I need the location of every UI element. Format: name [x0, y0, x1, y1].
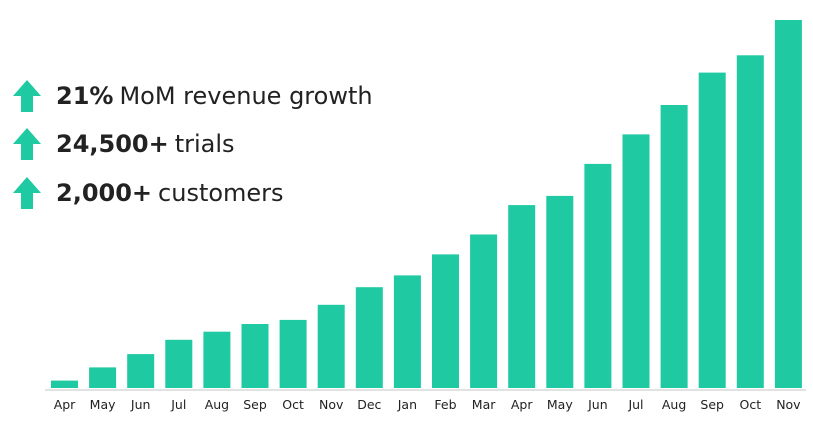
bar-8 — [317, 304, 345, 388]
bar-5 — [203, 331, 231, 388]
stat-value: 24,500+ — [56, 130, 169, 158]
stat-text: 24,500+ trials — [56, 130, 235, 158]
bar-10 — [393, 275, 421, 388]
x-tick-label: May — [90, 397, 116, 412]
up-arrow-icon — [13, 80, 41, 112]
x-tick-label: Oct — [739, 397, 761, 412]
x-tick-label: Jul — [627, 397, 643, 412]
x-tick-label: Aug — [662, 397, 686, 412]
bar-1 — [51, 380, 78, 388]
stat-trials: 24,500+ trials — [12, 124, 235, 164]
stat-revenue-growth: 21% MoM revenue growth — [12, 76, 373, 116]
bar-13 — [508, 205, 536, 388]
stat-label: customers — [158, 179, 284, 207]
stat-label: trials — [174, 130, 235, 158]
bar-6 — [241, 324, 269, 388]
bar-9 — [355, 287, 383, 388]
stat-customers: 2,000+ customers — [12, 173, 284, 213]
x-tick-label: Jul — [170, 397, 186, 412]
stat-text: 2,000+ customers — [56, 179, 284, 207]
bar-20 — [774, 20, 802, 388]
up-arrow-icon — [13, 177, 41, 209]
x-tick-label: Nov — [776, 397, 801, 412]
stat-value: 2,000+ — [56, 179, 153, 207]
bar-4 — [165, 339, 193, 388]
bar-14 — [546, 195, 574, 388]
stat-text: 21% MoM revenue growth — [56, 82, 373, 110]
x-tick-label: Apr — [54, 397, 76, 412]
x-tick-label: Sep — [700, 397, 724, 412]
x-tick-label: Apr — [511, 397, 533, 412]
bar-16 — [622, 134, 650, 388]
x-tick-label: Jan — [397, 397, 417, 412]
bar-15 — [584, 163, 612, 388]
bar-2 — [89, 367, 117, 388]
x-tick-label: Mar — [472, 397, 496, 412]
stat-label: MoM revenue growth — [119, 82, 373, 110]
x-tick-label: Nov — [319, 397, 344, 412]
x-tick-label: Dec — [357, 397, 381, 412]
x-tick-label: Sep — [243, 397, 267, 412]
bar-3 — [127, 354, 155, 388]
x-tick-label: Jun — [587, 397, 608, 412]
bar-7 — [279, 319, 307, 388]
bar-19 — [736, 55, 764, 389]
x-tick-label: Aug — [205, 397, 229, 412]
x-tick-label: May — [547, 397, 573, 412]
bar-17 — [660, 105, 688, 388]
bar-12 — [470, 234, 498, 388]
bars — [51, 20, 802, 389]
x-tick-label: Oct — [282, 397, 304, 412]
x-tick-label: Jun — [130, 397, 151, 412]
stat-value: 21% — [56, 82, 114, 110]
x-tick-labels: Apr May Jun Jul Aug Sep Oct Nov Dec Jan Feb Mar Apr M… — [54, 397, 802, 412]
up-arrow-icon — [13, 128, 41, 160]
x-tick-label: Feb — [434, 397, 456, 412]
bar-11 — [432, 254, 459, 388]
bar-18 — [698, 72, 726, 388]
